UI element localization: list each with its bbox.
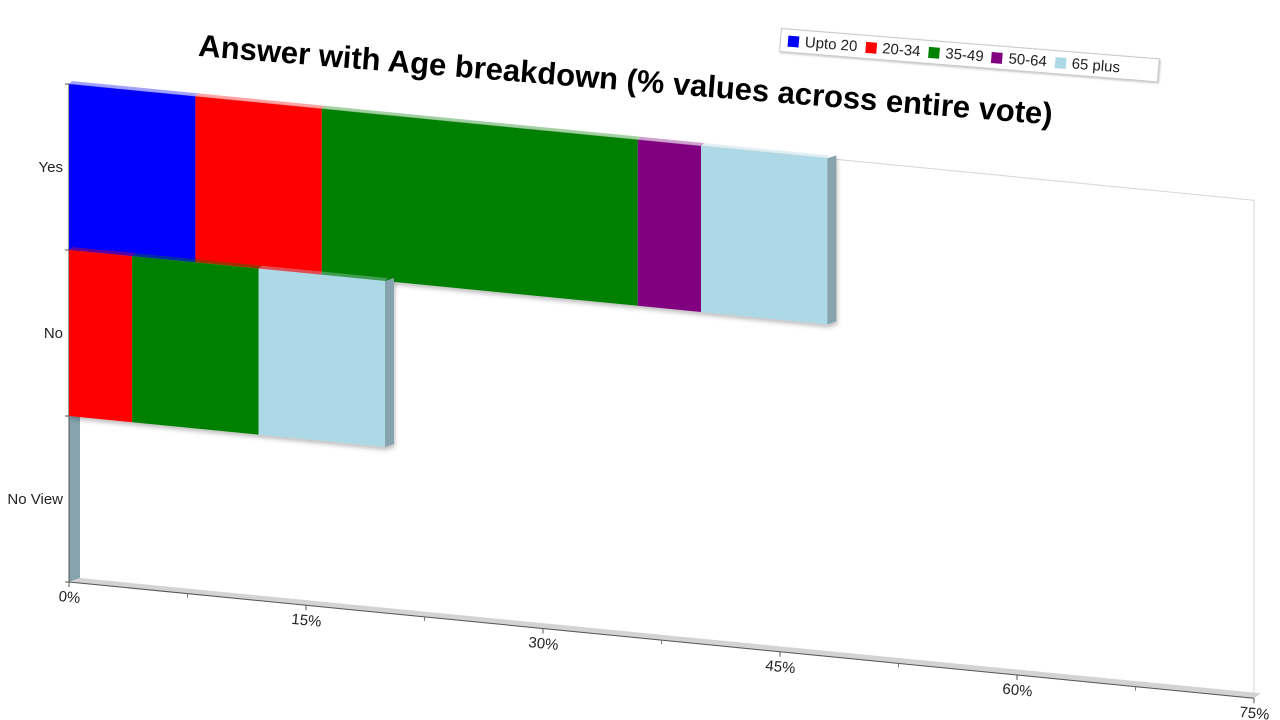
x-tick-label: 45% — [765, 657, 797, 677]
bar-group-yes — [69, 81, 837, 325]
bar-segment — [258, 268, 385, 447]
category-label: No — [44, 325, 63, 342]
bar-top-face — [637, 136, 704, 146]
category-label: Yes — [39, 159, 63, 176]
floor — [69, 578, 1261, 699]
bar-segment — [701, 146, 828, 325]
bar-segment — [321, 108, 638, 306]
x-tick-label: 15% — [291, 611, 323, 631]
category-label: No View — [7, 491, 63, 508]
bar-segment — [195, 96, 322, 275]
bar-segment — [69, 250, 133, 423]
bar-top-face — [701, 143, 831, 159]
bar-top-face — [258, 265, 388, 281]
bar-segment — [132, 256, 259, 435]
bar-segment — [69, 84, 196, 263]
bar-top-face — [69, 247, 136, 257]
x-tick-label: 30% — [528, 634, 560, 654]
bar-end-face — [827, 155, 837, 325]
bar-top-face — [195, 93, 325, 109]
x-tick-label: 0% — [58, 588, 81, 607]
bar-top-face — [69, 81, 199, 97]
x-tick-label: 75% — [1239, 704, 1271, 720]
bar-top-face — [132, 253, 262, 269]
bar-end-face — [385, 278, 394, 447]
bar-segment — [637, 139, 701, 312]
bar-group-no — [69, 247, 394, 447]
bar-top-face — [321, 105, 641, 140]
x-tick-label: 60% — [1002, 681, 1034, 701]
